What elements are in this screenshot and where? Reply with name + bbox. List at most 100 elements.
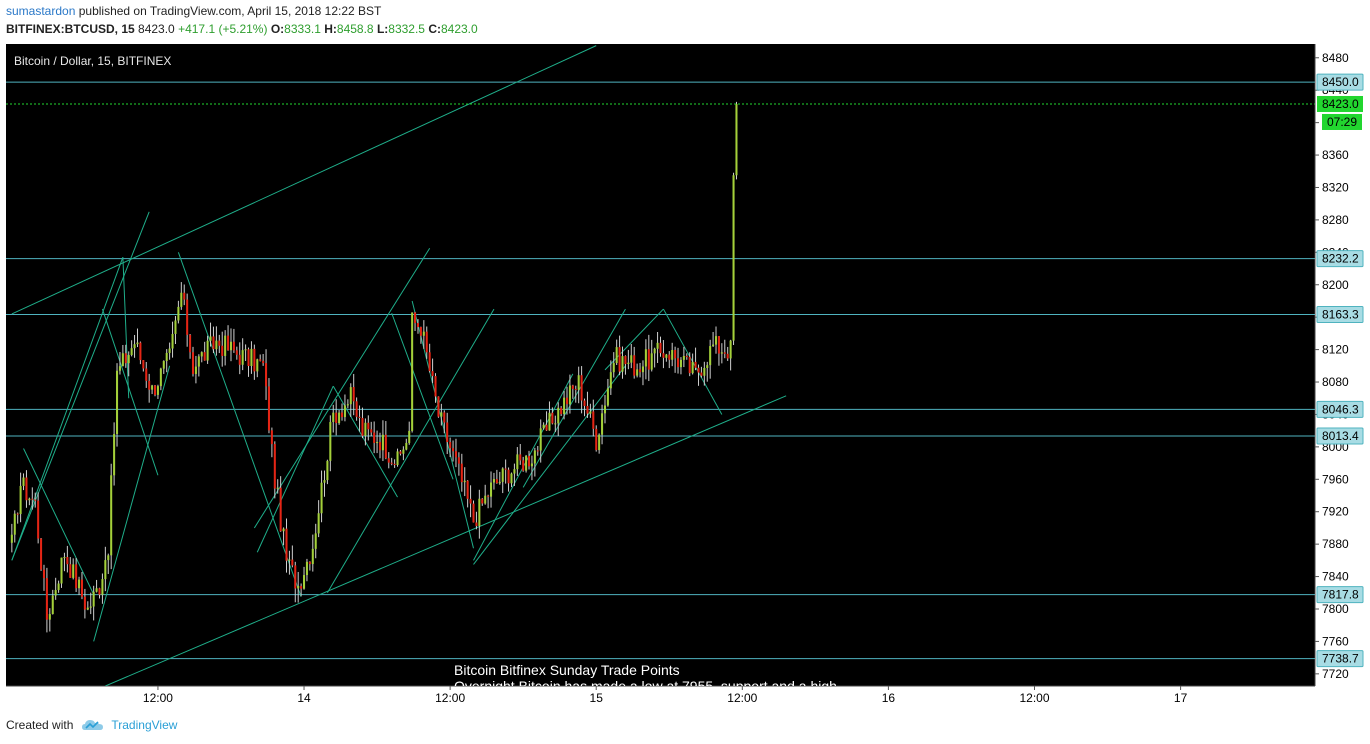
candle-body: [66, 557, 69, 565]
candle-body: [171, 333, 174, 349]
candle-body: [349, 387, 352, 405]
candle-body: [621, 356, 624, 372]
candle-body: [60, 557, 63, 584]
candle-body: [510, 473, 513, 484]
candle-body: [720, 352, 723, 354]
candle-body: [168, 348, 171, 353]
tradingview-brand-link[interactable]: TradingView: [111, 718, 178, 732]
candle-body: [384, 434, 387, 459]
candle-body: [259, 359, 262, 361]
candle-body: [387, 458, 390, 463]
y-tick-label: 7880: [1322, 537, 1349, 551]
candle-body: [78, 579, 81, 589]
high-value: 8458.8: [336, 22, 374, 36]
level-price-text: 8450.0: [1322, 75, 1359, 89]
level-price-text: 8013.4: [1322, 429, 1359, 443]
plot-background: [6, 44, 1315, 686]
level-price-label: [1316, 250, 1364, 268]
candle-body: [498, 481, 501, 484]
candle-body: [490, 482, 493, 497]
x-tick-label: 12:00: [143, 691, 173, 705]
candle-body: [452, 448, 455, 452]
candle-body: [390, 462, 393, 464]
publish-info: sumastardon published on TradingView.com…: [6, 4, 381, 18]
y-tick-label: 8480: [1322, 51, 1349, 65]
chart-title: Bitcoin / Dollar, 15, BITFINEX: [14, 54, 171, 68]
candle-body: [726, 353, 729, 359]
price-axis[interactable]: 7720776078007840788079207960800080408080…: [1315, 51, 1364, 681]
candle-body: [238, 354, 241, 365]
candle-body: [408, 430, 411, 443]
trend-line: [411, 300, 474, 549]
candle-body: [685, 355, 688, 357]
candle-body: [630, 355, 633, 363]
candle-body: [200, 352, 203, 357]
candle-body: [674, 350, 677, 359]
candle-body: [151, 385, 154, 390]
candle-body: [732, 175, 735, 341]
candle-body: [647, 349, 650, 370]
candle-body: [422, 331, 425, 336]
candle-body: [273, 444, 276, 489]
candle-body: [89, 606, 92, 608]
candle-body: [527, 455, 531, 467]
trend-line: [122, 257, 130, 399]
candle-body: [69, 564, 72, 578]
trend-line: [93, 365, 171, 642]
candle-body: [25, 477, 28, 501]
candle-body: [165, 352, 168, 362]
candle-body: [288, 559, 291, 561]
candle-body: [516, 454, 519, 470]
candle-body: [393, 463, 396, 466]
countdown-label: [1322, 113, 1362, 130]
candle-body: [434, 376, 437, 397]
candle-body: [145, 368, 148, 381]
candle-body: [539, 428, 542, 451]
candle-body: [478, 498, 481, 526]
author-link[interactable]: sumastardon: [6, 4, 76, 18]
candle-body: [709, 346, 712, 366]
candle-body: [373, 432, 376, 443]
candle-body: [180, 292, 183, 307]
candle-body: [586, 405, 589, 414]
candle-body: [495, 479, 498, 484]
candle-body: [317, 513, 320, 534]
low-value: 8332.5: [388, 22, 425, 36]
candle-body: [560, 407, 563, 415]
candle-body: [612, 363, 615, 373]
y-tick-label: 7800: [1322, 602, 1349, 616]
candle-body: [487, 495, 490, 497]
y-tick-label: 8120: [1322, 343, 1349, 357]
candle-body: [364, 422, 367, 436]
candle-body: [677, 358, 680, 368]
candle-body: [320, 482, 323, 514]
candle-body: [688, 356, 691, 374]
candle-body: [206, 340, 209, 361]
tradingview-cloud-icon: [82, 720, 104, 730]
candle-body: [303, 575, 306, 589]
created-with-label: Created with: [6, 718, 74, 732]
trend-line: [101, 308, 159, 476]
candle-body: [714, 336, 718, 345]
x-tick-label: 14: [297, 691, 311, 705]
candle-body: [484, 495, 487, 504]
candle-body: [644, 349, 647, 367]
candle-body: [548, 412, 551, 431]
candle-body: [431, 371, 434, 377]
candle-body: [16, 513, 19, 515]
countdown-text: 07:29: [1327, 115, 1357, 129]
candle-body: [162, 361, 165, 369]
candle-body: [525, 455, 528, 471]
candle-body: [323, 480, 326, 483]
candle-body: [136, 342, 139, 345]
candle-body: [428, 352, 431, 372]
candle-body: [42, 569, 46, 579]
candle-body: [121, 353, 124, 367]
candle-body: [346, 404, 349, 406]
candle-body: [641, 366, 644, 373]
candle-body: [113, 434, 116, 476]
time-axis[interactable]: 12:00 14 12:00 15 12:00 16 12:00 17: [143, 686, 1188, 705]
published-text: published on TradingView.com, April 15, …: [78, 4, 382, 18]
candle-body: [454, 451, 457, 458]
